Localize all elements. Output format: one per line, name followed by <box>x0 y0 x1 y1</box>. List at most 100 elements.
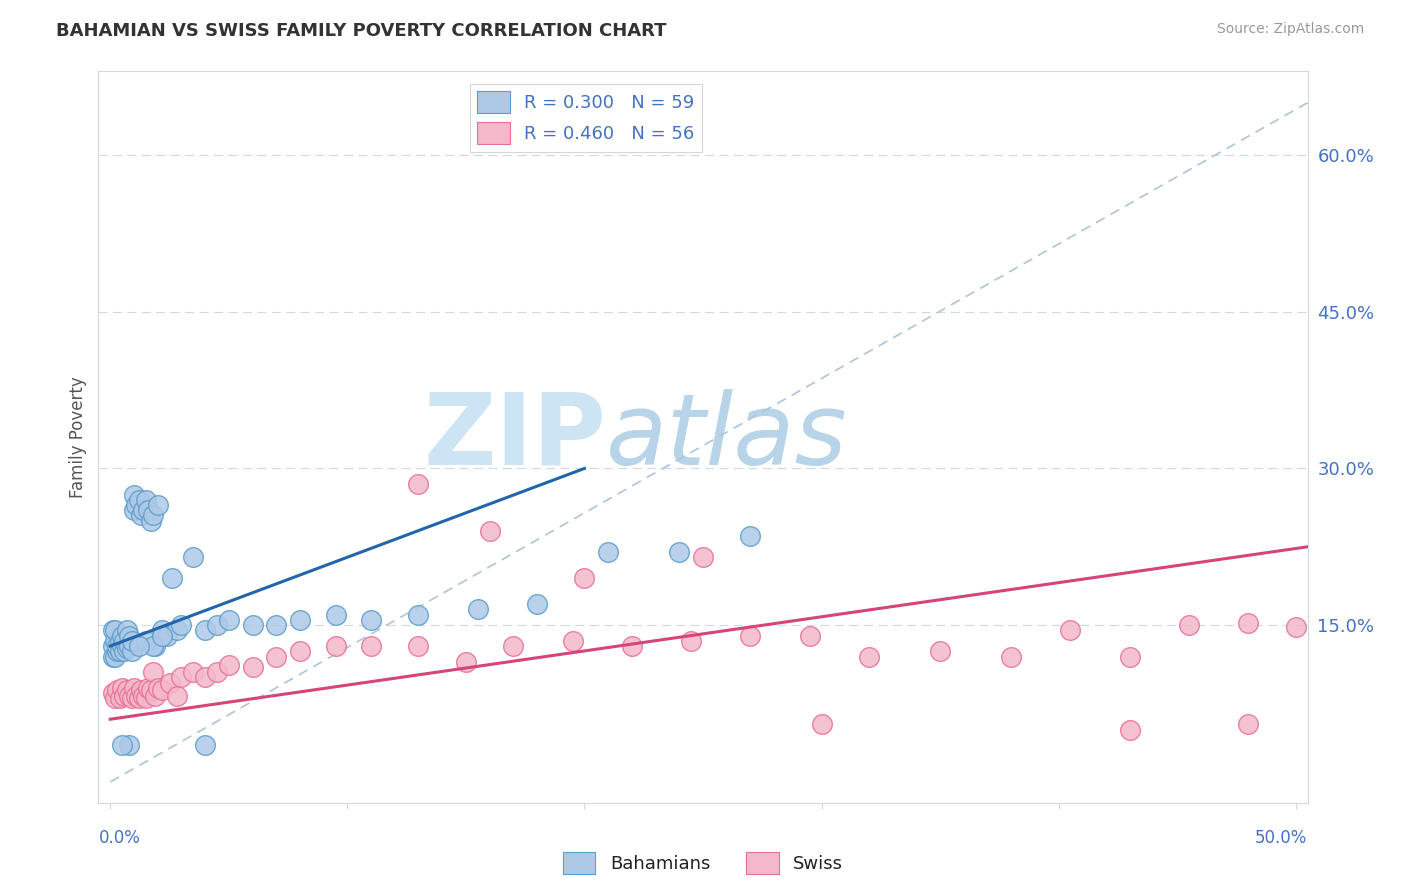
Point <box>1000 649 1022 664</box>
Point <box>128 639 150 653</box>
Point <box>143 690 166 704</box>
Point <box>152 682 174 697</box>
Point <box>360 639 382 653</box>
Point <box>181 550 204 565</box>
Point <box>152 624 174 638</box>
Point <box>136 681 159 695</box>
Point <box>288 613 311 627</box>
Point <box>408 477 430 491</box>
Point <box>132 690 155 704</box>
Point <box>288 644 311 658</box>
Point <box>194 739 217 753</box>
Point <box>121 644 143 658</box>
Point <box>132 503 155 517</box>
Point <box>104 691 127 706</box>
Point <box>111 739 134 753</box>
Point <box>118 629 141 643</box>
Point <box>160 571 183 585</box>
Point <box>139 514 162 528</box>
Text: 50.0%: 50.0% <box>1256 830 1308 847</box>
Point <box>194 624 217 638</box>
Point <box>139 682 162 697</box>
Point <box>146 498 169 512</box>
Point <box>170 670 193 684</box>
Point <box>125 498 148 512</box>
Point <box>858 649 880 664</box>
Point <box>101 639 124 653</box>
Point <box>242 618 264 632</box>
Point <box>810 717 832 731</box>
Point <box>1059 624 1081 638</box>
Point <box>156 629 179 643</box>
Point <box>118 639 141 653</box>
Point <box>111 629 134 643</box>
Point <box>181 665 204 680</box>
Point <box>121 633 143 648</box>
Point <box>218 657 240 672</box>
Point <box>122 503 145 517</box>
Point <box>128 492 150 507</box>
Point <box>135 691 157 706</box>
Point <box>242 660 264 674</box>
Point <box>799 629 821 643</box>
Point <box>101 649 124 664</box>
Text: Source: ZipAtlas.com: Source: ZipAtlas.com <box>1216 22 1364 37</box>
Point <box>115 624 138 638</box>
Point <box>1119 649 1142 664</box>
Point <box>115 641 138 656</box>
Point <box>122 681 145 695</box>
Point <box>478 524 501 538</box>
Point <box>121 691 143 706</box>
Point <box>111 639 134 653</box>
Point <box>108 691 131 706</box>
Point <box>129 508 152 523</box>
Point <box>105 644 128 658</box>
Point <box>360 613 382 627</box>
Point <box>111 681 134 695</box>
Point <box>118 690 141 704</box>
Point <box>561 633 583 648</box>
Point <box>152 629 174 643</box>
Text: BAHAMIAN VS SWISS FAMILY POVERTY CORRELATION CHART: BAHAMIAN VS SWISS FAMILY POVERTY CORRELA… <box>56 22 666 40</box>
Point <box>142 508 165 523</box>
Text: ZIP: ZIP <box>423 389 606 485</box>
Point <box>740 529 762 543</box>
Point <box>108 633 131 648</box>
Point <box>218 613 240 627</box>
Point <box>104 624 127 638</box>
Point <box>142 639 165 653</box>
Y-axis label: Family Poverty: Family Poverty <box>69 376 87 498</box>
Point <box>136 503 159 517</box>
Point <box>1237 616 1260 631</box>
Text: atlas: atlas <box>606 389 848 485</box>
Point <box>574 571 596 585</box>
Point <box>135 633 157 648</box>
Text: 0.0%: 0.0% <box>98 830 141 847</box>
Point <box>125 690 148 704</box>
Point <box>526 597 548 611</box>
Point <box>1178 618 1201 632</box>
Point <box>166 690 188 704</box>
Point <box>681 633 703 648</box>
Point <box>598 545 620 559</box>
Point <box>502 639 524 653</box>
Point <box>128 691 150 706</box>
Point <box>122 487 145 501</box>
Point <box>1285 620 1308 634</box>
Point <box>105 682 128 697</box>
Point <box>118 739 141 753</box>
Point <box>454 655 477 669</box>
Point <box>114 644 136 658</box>
Point <box>740 629 762 643</box>
Point <box>114 633 136 648</box>
Point <box>325 639 347 653</box>
Point <box>929 644 952 658</box>
Point <box>205 618 228 632</box>
Point <box>408 639 430 653</box>
Point <box>146 681 169 695</box>
Point <box>1119 723 1142 737</box>
Point <box>115 682 138 697</box>
Point <box>170 618 193 632</box>
Point <box>467 602 489 616</box>
Point <box>1237 717 1260 731</box>
